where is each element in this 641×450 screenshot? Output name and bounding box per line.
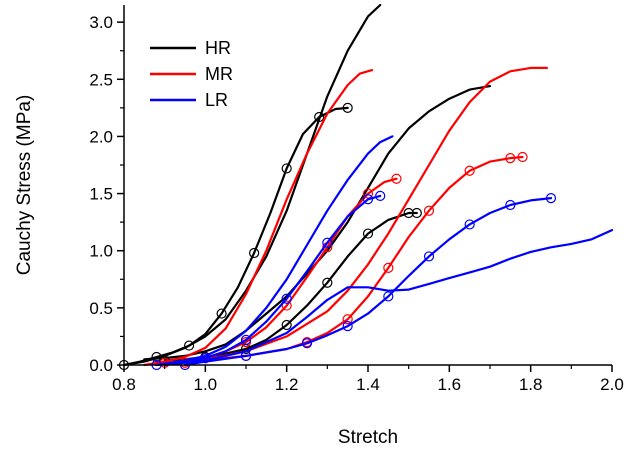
data-point-marker	[240, 334, 252, 345]
data-point-marker	[183, 340, 195, 351]
x-tick-label: 1.8	[519, 375, 543, 394]
series-line-hr	[122, 106, 349, 367]
series-mr	[143, 69, 374, 367]
series-line-mr	[163, 66, 548, 367]
data-point-marker	[342, 321, 353, 332]
series-line-hr	[122, 3, 382, 367]
data-point-marker	[281, 163, 292, 174]
series-line-lr	[183, 197, 553, 367]
series-lr	[151, 190, 386, 371]
data-point-marker	[281, 293, 292, 304]
series-line-lr	[155, 135, 394, 367]
data-point-marker	[216, 308, 227, 319]
data-point-marker	[505, 199, 516, 211]
y-tick-label: 3.0	[89, 13, 113, 32]
data-point-marker	[342, 314, 353, 325]
data-point-marker	[281, 300, 292, 311]
series-line-mr	[183, 155, 524, 364]
y-tick-label: 0.0	[89, 356, 113, 375]
x-tick-label: 0.8	[112, 375, 136, 394]
series-mr	[179, 151, 528, 368]
series-lr	[179, 193, 557, 371]
series-hr	[118, 102, 353, 371]
legend: HR MR LR	[150, 38, 233, 110]
data-point-marker	[545, 193, 557, 204]
data-point-marker	[301, 338, 313, 349]
series-lr	[155, 135, 394, 367]
y-tick-label: 1.0	[89, 242, 113, 261]
series-line-lr	[155, 194, 382, 367]
data-point-marker	[362, 194, 374, 205]
x-tick-label: 1.0	[194, 375, 218, 394]
data-point-marker	[322, 237, 333, 248]
data-point-marker	[411, 207, 422, 219]
data-point-marker	[240, 350, 252, 361]
data-point-marker	[423, 205, 435, 216]
data-point-marker	[383, 291, 394, 302]
data-layer	[118, 3, 614, 371]
y-tick-label: 0.5	[89, 299, 113, 318]
x-tick-label: 1.6	[438, 375, 462, 394]
x-axis-label: Stretch	[338, 427, 398, 448]
y-axis-label: Cauchy Stress (MPa)	[14, 95, 35, 276]
data-point-marker	[505, 153, 516, 164]
data-point-marker	[342, 102, 353, 113]
data-point-marker	[391, 173, 402, 184]
data-point-marker	[362, 188, 374, 199]
series-line-lr	[163, 229, 614, 367]
legend-label-hr: HR	[205, 38, 231, 58]
data-point-marker	[517, 151, 528, 163]
y-tick-label: 2.5	[89, 70, 113, 89]
data-point-marker	[281, 319, 292, 331]
y-tick-label: 1.5	[89, 185, 113, 204]
series-mr	[163, 66, 548, 367]
x-tick-label: 2.0	[600, 375, 624, 394]
series-hr	[159, 207, 422, 366]
data-point-marker	[464, 165, 475, 176]
legend-label-lr: LR	[205, 90, 228, 110]
series-line-mr	[143, 69, 374, 367]
data-point-marker	[362, 228, 374, 239]
data-point-marker	[403, 207, 414, 219]
data-point-marker	[423, 251, 435, 262]
series-lr	[163, 229, 614, 367]
data-point-marker	[383, 262, 394, 273]
data-point-marker	[322, 277, 333, 288]
legend-label-mr: MR	[205, 64, 233, 84]
series-hr	[122, 3, 382, 367]
x-tick-label: 1.2	[275, 375, 299, 394]
data-point-marker	[249, 247, 260, 259]
data-point-marker	[375, 190, 386, 201]
y-tick-label: 2.0	[89, 127, 113, 146]
data-point-marker	[314, 111, 325, 123]
x-tick-label: 1.4	[356, 375, 380, 394]
data-point-marker	[464, 219, 475, 230]
axes	[117, 5, 613, 372]
tick-labels: 0.8 1.0 1.2 1.4 1.6 1.8 2.0 0.0 0.5 1.0 1.5 2.0 2.5 3…	[89, 13, 623, 394]
